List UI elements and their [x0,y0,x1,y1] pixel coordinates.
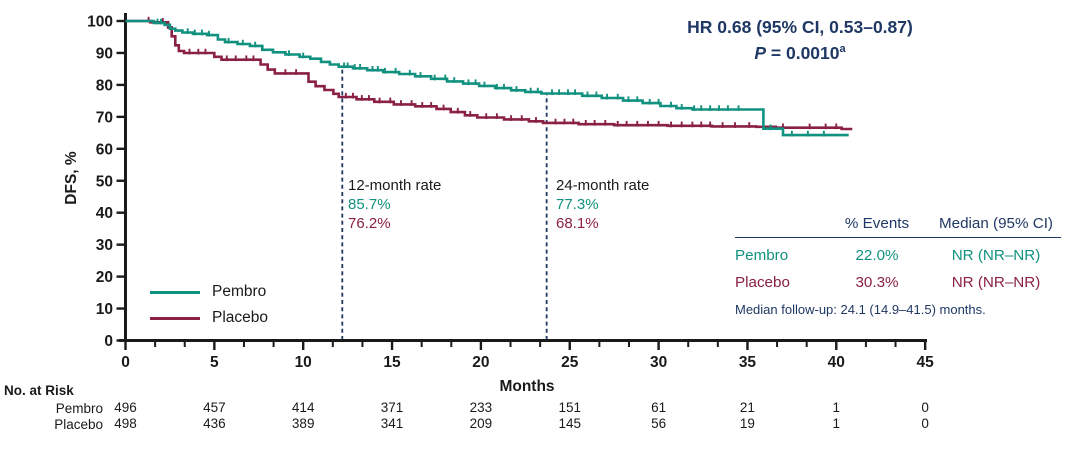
y-tick-label: 60 [96,141,113,158]
risk-count-pembro: 61 [651,400,666,415]
stats-header-empty [735,215,823,237]
x-tick-label: 20 [472,354,489,371]
risk-count-pembro: 21 [740,400,755,415]
risk-count-placebo: 498 [114,416,137,431]
y-tick-label: 100 [87,14,113,31]
risk-count-placebo: 389 [292,416,315,431]
legend-item-pembro: Pembro [150,279,268,305]
curve-pembro [125,19,849,137]
risk-count-pembro: 0 [921,400,929,415]
risk-count-pembro: 457 [203,400,226,415]
risk-count-pembro: 371 [381,400,404,415]
risk-row-label-pembro: Pembro [55,401,103,416]
x-tick-label: 15 [383,354,401,371]
stats-pembro-median: NR (NR–NR) [951,247,1041,264]
y-tick-label: 30 [96,237,113,254]
risk-count-placebo: 209 [470,416,493,431]
risk-count-pembro: 414 [292,400,315,415]
rate-24-label: 24-month rate [556,177,650,194]
pembro-line-swatch [150,290,200,294]
risk-count-pembro: 151 [558,400,581,415]
x-tick-label: 45 [917,354,935,371]
rate-24-placebo: 68.1% [556,215,599,232]
stats-table: % Events Median (95% CI) Pembro 22.0% NR… [735,215,1061,317]
risk-count-pembro: 496 [114,400,137,415]
legend: Pembro Placebo [150,279,268,331]
rate-12-placebo: 76.2% [348,215,391,232]
x-tick-label: 25 [561,354,579,371]
risk-count-placebo: 145 [558,416,581,431]
x-tick-label: 35 [739,354,757,371]
legend-item-placebo: Placebo [150,305,268,331]
stats-placebo-name: Placebo [735,274,790,291]
risk-count-placebo: 56 [651,416,666,431]
x-tick-label: 5 [210,354,219,371]
risk-count-placebo: 341 [381,416,404,431]
stats-placebo-median: NR (NR–NR) [951,274,1041,291]
y-tick-label: 10 [96,301,113,318]
legend-label-pembro: Pembro [212,283,267,300]
risk-count-placebo: 0 [921,416,929,431]
rate-24-pembro: 77.3% [556,196,599,213]
placebo-line-swatch [150,316,200,320]
risk-row-label-placebo: Placebo [54,417,103,432]
x-tick-label: 10 [295,354,312,371]
p-value-text: P = 0.0010a [754,42,846,63]
risk-count-pembro: 1 [833,400,841,415]
curve-placebo [125,19,853,131]
y-tick-label: 80 [96,77,113,94]
legend-label-placebo: Placebo [212,309,269,326]
hr-text: HR 0.68 (95% CI, 0.53–0.87) [687,17,913,37]
y-tick-label: 70 [96,109,113,126]
risk-count-placebo: 436 [203,416,226,431]
hr-annotation: HR 0.68 (95% CI, 0.53–0.87) P = 0.0010a [590,16,1010,64]
stats-pembro-events: 22.0% [855,247,899,264]
x-tick-label: 0 [121,354,130,371]
x-axis-title: Months [499,378,555,395]
stats-header-events: % Events [844,215,910,232]
stats-header-median: Median (95% CI) [939,215,1053,232]
y-tick-label: 90 [96,45,113,62]
risk-table-title: No. at Risk [4,383,74,398]
y-tick-label: 40 [96,205,113,222]
stats-pembro-name: Pembro [735,247,789,264]
y-tick-label: 0 [104,333,113,350]
rate-12-month: 12-month rate 85.7% 76.2% [348,176,441,233]
rate-12-label: 12-month rate [348,177,442,194]
rate-24-month: 24-month rate 77.3% 68.1% [556,176,649,233]
median-followup-note: Median follow-up: 24.1 (14.9–41.5) month… [735,302,986,317]
rate-12-pembro: 85.7% [348,196,391,213]
y-tick-label: 50 [96,173,113,190]
y-axis-title: DFS, % [63,151,80,205]
stats-divider [735,237,1061,238]
x-tick-label: 40 [828,354,845,371]
stats-placebo-events: 30.3% [855,274,899,291]
y-tick-label: 20 [96,269,113,286]
x-tick-label: 30 [650,354,667,371]
risk-count-placebo: 1 [833,416,841,431]
risk-count-pembro: 233 [470,400,493,415]
risk-count-placebo: 19 [740,416,755,431]
